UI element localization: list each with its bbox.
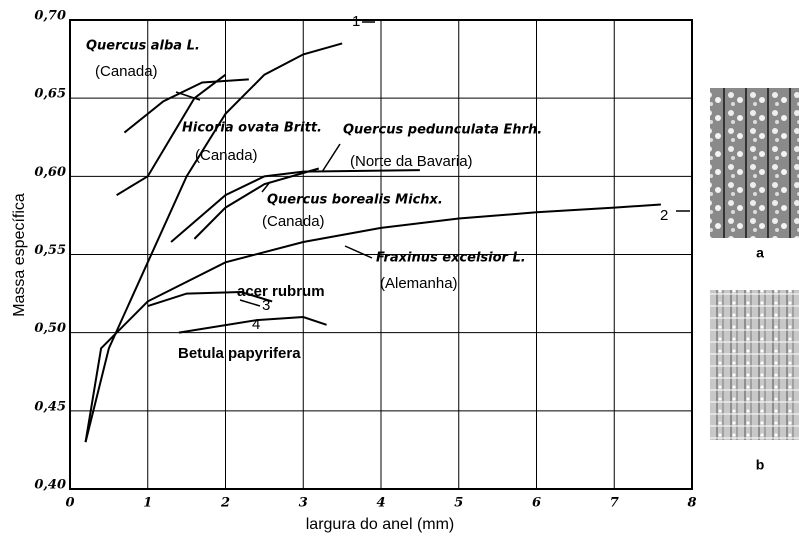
x-tick-label: 4 <box>376 496 385 511</box>
y-tick-label: 0,65 <box>34 87 66 102</box>
x-tick-label: 1 <box>143 496 152 511</box>
y-axis-label: Massa específica <box>11 193 28 317</box>
y-tick-label: 0,60 <box>34 165 66 180</box>
leader-line <box>239 299 261 307</box>
x-axis-label: largura do anel (mm) <box>306 516 455 533</box>
series-label: Betula papyrifera <box>178 345 301 362</box>
line <box>178 316 327 334</box>
y-tick-label: 0,55 <box>34 243 66 258</box>
leader-line <box>344 245 373 259</box>
x-tick-label: 8 <box>687 496 696 511</box>
series-note: (Canada) <box>262 213 325 230</box>
panel-label: a <box>756 245 764 261</box>
line <box>116 73 227 196</box>
line <box>147 291 273 308</box>
x-tick-label: 7 <box>610 496 619 511</box>
x-tick-label: 2 <box>220 496 230 511</box>
leader-line <box>175 91 201 101</box>
panel-label: b <box>756 457 765 473</box>
y-tick-label: 0,45 <box>34 399 66 414</box>
leader-line <box>261 181 271 193</box>
series-label: Quercus alba L. <box>86 39 200 54</box>
series-label: Quercus pedunculata Ehrh. <box>343 123 542 138</box>
plot-frame <box>69 19 693 490</box>
series-label: Fraxinus excelsior L. <box>376 251 526 266</box>
x-tick-label: 6 <box>532 496 541 511</box>
curve-number: 1 <box>352 13 360 30</box>
line <box>193 167 320 240</box>
x-tick-label: 5 <box>454 496 463 511</box>
micrograph <box>710 290 799 440</box>
x-tick-label: 0 <box>65 496 74 511</box>
y-tick-label: 0,70 <box>34 9 66 24</box>
series-note: (Norte da Bavaria) <box>350 153 473 170</box>
y-tick-label: 0,40 <box>34 478 66 493</box>
micrograph <box>710 88 799 238</box>
line <box>170 169 420 243</box>
series-note: (Alemanha) <box>380 275 458 292</box>
series-label: Hicoria ovata Britt. <box>182 121 322 136</box>
curve-number: 4 <box>252 316 260 333</box>
line <box>123 78 249 134</box>
line <box>84 203 661 443</box>
x-tick-label: 3 <box>299 496 308 511</box>
series-label: Quercus borealis Michx. <box>267 193 443 208</box>
curve-number: 3 <box>262 297 270 314</box>
series-note: (Canada) <box>195 147 258 164</box>
leader-line <box>321 143 341 173</box>
y-tick-label: 0,50 <box>34 321 66 336</box>
series-note: (Canada) <box>95 63 158 80</box>
series-label: acer rubrum <box>237 283 325 300</box>
curve-number: 2 <box>660 207 668 224</box>
